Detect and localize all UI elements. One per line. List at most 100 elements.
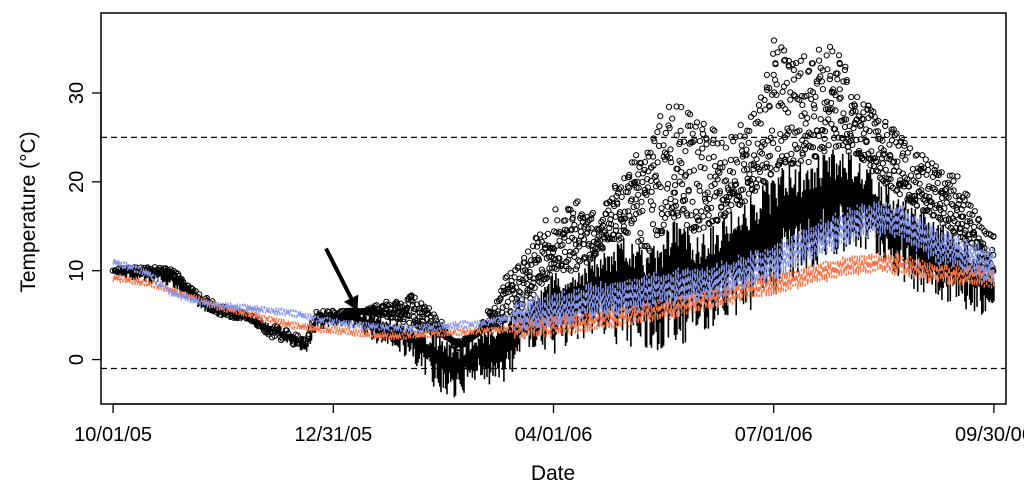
data-point <box>674 165 681 173</box>
data-point <box>805 158 812 166</box>
data-point <box>689 139 696 146</box>
reference-lines <box>101 136 1006 370</box>
data-point <box>840 110 847 117</box>
data-point <box>737 133 744 140</box>
data-point <box>805 67 813 74</box>
data-point <box>681 197 689 204</box>
data-point <box>561 248 569 255</box>
data-point <box>948 200 956 208</box>
data-point <box>685 122 692 129</box>
data-point <box>975 216 982 224</box>
x-tick-label: 04/01/06 <box>515 424 593 446</box>
data-point <box>872 128 879 135</box>
data-point <box>656 123 663 130</box>
data-point <box>767 164 774 172</box>
data-point <box>963 223 970 230</box>
data-point <box>936 200 944 208</box>
data-point <box>886 171 893 178</box>
data-point <box>772 60 779 67</box>
data-point <box>767 170 775 178</box>
data-point <box>585 225 592 232</box>
data-point <box>872 158 880 165</box>
data-point <box>711 181 718 188</box>
data-point <box>893 187 900 194</box>
data-point <box>728 202 735 209</box>
data-point <box>430 311 437 318</box>
data-point <box>678 160 685 167</box>
data-point <box>643 191 650 198</box>
data-point <box>750 110 758 118</box>
data-point <box>721 178 728 185</box>
data-point <box>700 120 707 128</box>
data-point <box>667 146 674 153</box>
data-point <box>790 76 798 83</box>
data-point <box>664 210 671 217</box>
data-point <box>680 192 687 200</box>
data-point <box>852 108 859 115</box>
data-point <box>496 297 503 305</box>
data-point <box>719 164 726 171</box>
data-point <box>960 213 967 220</box>
data-point <box>888 126 895 133</box>
data-point <box>907 172 915 179</box>
data-point <box>571 221 578 229</box>
data-point <box>797 70 804 77</box>
data-point <box>539 269 546 276</box>
data-point <box>716 169 723 176</box>
data-point <box>592 245 599 252</box>
data-point <box>667 195 674 203</box>
data-point <box>890 126 897 133</box>
data-point <box>802 146 809 153</box>
data-point <box>745 139 752 146</box>
data-point <box>832 91 839 99</box>
data-point <box>815 132 823 140</box>
data-point <box>562 217 569 224</box>
data-point <box>879 137 886 144</box>
data-point <box>655 142 663 149</box>
data-point <box>589 255 596 262</box>
data-point <box>857 123 864 130</box>
data-point <box>743 146 750 153</box>
x-tick-label: 10/01/05 <box>74 424 152 446</box>
data-point <box>882 122 889 130</box>
data-point <box>682 148 689 155</box>
data-point <box>893 163 900 170</box>
data-point <box>784 131 791 138</box>
data-point <box>770 140 777 147</box>
data-point <box>932 163 939 170</box>
data-point <box>622 215 629 222</box>
data-point <box>762 106 769 113</box>
data-point <box>626 174 633 181</box>
data-point <box>945 194 952 201</box>
data-point <box>674 209 681 216</box>
data-point <box>854 94 861 101</box>
data-point <box>526 273 533 281</box>
data-point <box>605 207 612 214</box>
data-point <box>570 210 577 217</box>
data-point <box>644 176 651 183</box>
data-point <box>829 106 836 113</box>
data-point <box>773 166 780 173</box>
data-point <box>755 165 762 173</box>
data-point <box>638 242 645 249</box>
data-point <box>741 198 748 205</box>
data-point <box>679 181 686 188</box>
data-point <box>516 275 523 282</box>
data-point <box>723 177 730 184</box>
data-point <box>877 164 884 172</box>
data-point <box>678 104 685 111</box>
data-point <box>550 249 557 256</box>
data-point <box>818 78 826 85</box>
data-point <box>875 117 882 125</box>
data-point <box>761 178 768 185</box>
data-point <box>699 130 707 138</box>
y-tick-label: 30 <box>66 82 88 104</box>
data-point <box>807 131 814 138</box>
data-point <box>397 312 404 319</box>
data-point <box>926 183 933 190</box>
data-point <box>529 243 537 250</box>
data-point <box>706 195 713 203</box>
data-point <box>971 208 978 215</box>
data-point <box>672 182 679 189</box>
data-point <box>554 217 561 224</box>
